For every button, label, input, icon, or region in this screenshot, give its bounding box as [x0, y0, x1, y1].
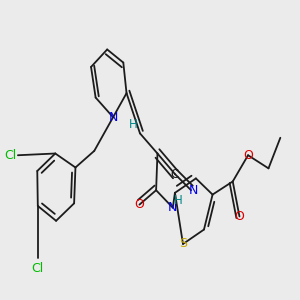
Text: O: O	[134, 198, 144, 211]
Text: S: S	[179, 238, 187, 250]
Text: H: H	[129, 118, 138, 131]
Text: C: C	[171, 167, 179, 181]
Text: Cl: Cl	[4, 149, 16, 162]
Text: N: N	[168, 201, 178, 214]
Text: N: N	[189, 184, 198, 197]
Text: O: O	[243, 149, 253, 162]
Text: N: N	[108, 111, 118, 124]
Text: O: O	[235, 210, 244, 223]
Text: Cl: Cl	[32, 262, 44, 275]
Text: H: H	[174, 194, 183, 207]
